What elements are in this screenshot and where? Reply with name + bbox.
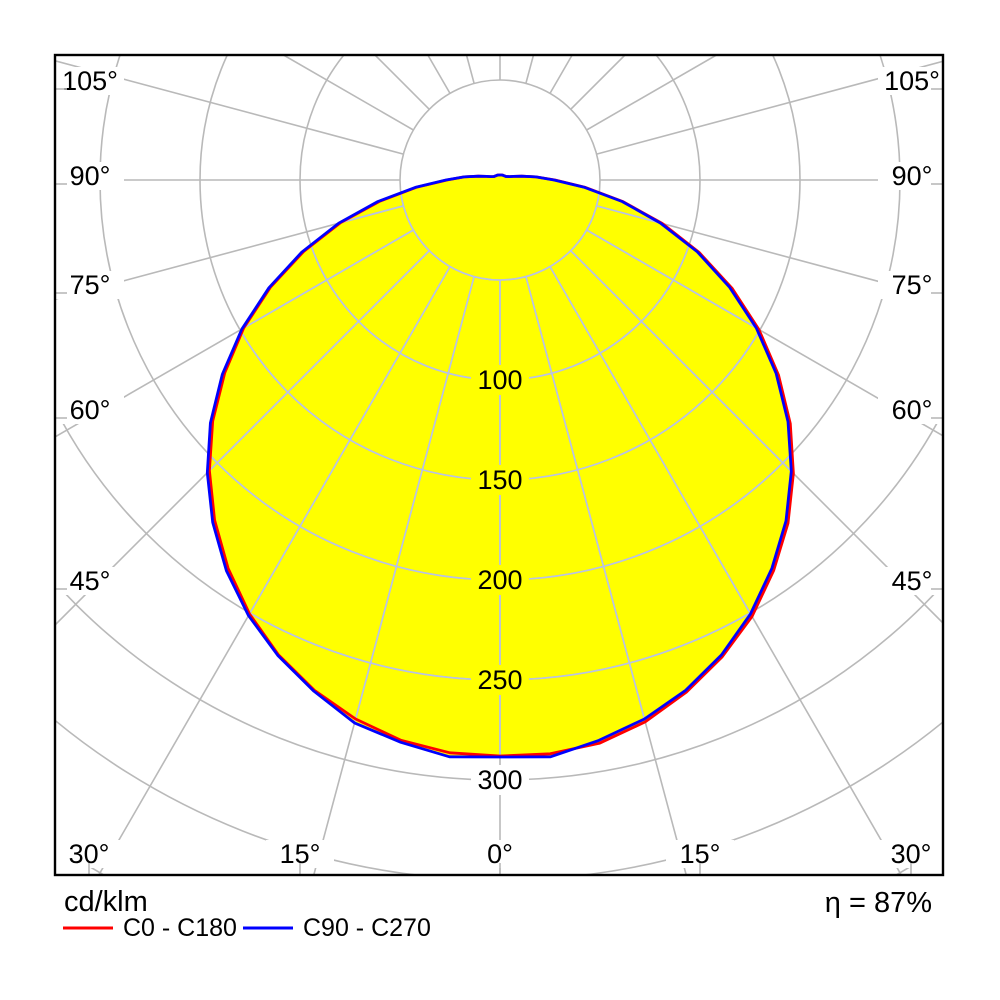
legend-label-c0-c180: C0 - C180 xyxy=(123,914,237,942)
frame-ticks xyxy=(55,88,943,875)
angle-label: 45° xyxy=(70,566,111,596)
grid-ray xyxy=(570,55,626,110)
efficiency-label: η = 87% xyxy=(825,887,932,919)
angle-label: 75° xyxy=(70,270,111,300)
grid-ray xyxy=(207,250,430,626)
angle-label-bg xyxy=(56,162,124,190)
grid-ray xyxy=(570,250,792,624)
plot-frame xyxy=(53,53,945,877)
radial-label: 100 xyxy=(477,365,522,395)
radial-label-bg xyxy=(471,365,529,395)
radial-label-bg xyxy=(471,665,529,695)
grid-ray xyxy=(525,55,535,84)
angle-label-bg xyxy=(878,271,946,299)
angle-label: 60° xyxy=(70,395,111,425)
angle-label-bg xyxy=(878,162,946,190)
angle-label-bg xyxy=(56,271,124,299)
grid-ray xyxy=(549,266,792,757)
grid-ray xyxy=(427,55,451,94)
radial-label: 250 xyxy=(477,665,522,695)
grid-ray xyxy=(525,276,687,757)
angle-label-bg xyxy=(878,567,946,595)
angle-label: 105° xyxy=(62,66,118,96)
angle-label: 60° xyxy=(892,395,933,425)
angle-label: 75° xyxy=(892,270,933,300)
grid-ray xyxy=(313,276,475,757)
angle-label: 105° xyxy=(884,66,940,96)
radial-labels: 100 150 200 250 300 xyxy=(471,365,529,795)
angle-label-bg xyxy=(878,67,946,95)
grid-ray xyxy=(549,55,573,94)
radial-label-bg xyxy=(471,465,529,495)
angle-label: 90° xyxy=(892,161,933,191)
unit-label: cd/klm xyxy=(64,886,148,918)
radial-label: 150 xyxy=(477,465,522,495)
angle-label-bg xyxy=(56,567,124,595)
radial-label: 200 xyxy=(477,565,522,595)
radial-label-bg xyxy=(471,565,529,595)
radial-label-bg xyxy=(471,765,529,795)
angle-label-bg xyxy=(56,396,124,424)
grid-ray xyxy=(283,55,414,131)
angle-label: 90° xyxy=(70,161,111,191)
grid-ray xyxy=(586,55,717,131)
grid-ray xyxy=(207,266,451,757)
angle-label: 45° xyxy=(892,566,933,596)
legend-label-c90-c270: C90 - C270 xyxy=(303,914,431,942)
angle-label-bg xyxy=(878,396,946,424)
intensity-curve-c90-c270 xyxy=(205,173,793,759)
angle-label-bg xyxy=(56,67,124,95)
grid-ray xyxy=(465,55,475,84)
radial-label: 300 xyxy=(477,765,522,795)
grid-ray xyxy=(374,55,430,110)
